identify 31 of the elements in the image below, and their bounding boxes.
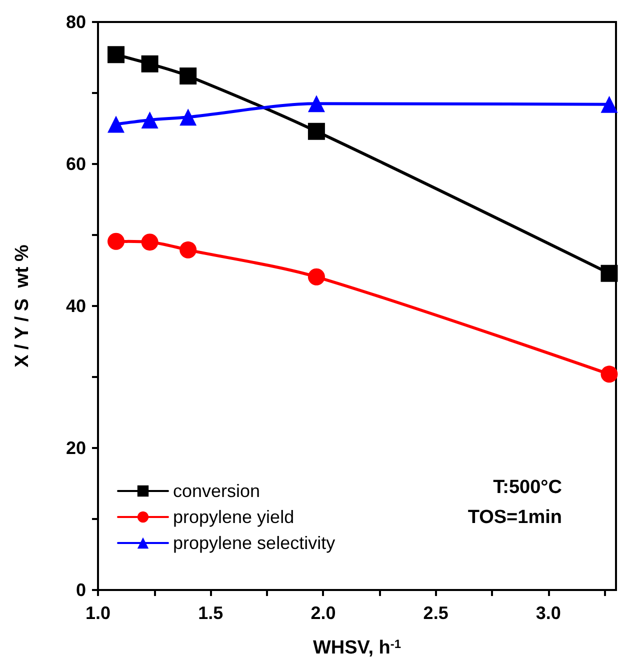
point (108, 46, 125, 64)
x-tick-label: 1.0 (85, 603, 111, 623)
legend-label: propylene selectivity (173, 533, 336, 553)
point (308, 122, 325, 140)
y-tick-label: 60 (66, 154, 86, 174)
annotation: TOS=1min (468, 507, 562, 528)
point (108, 232, 125, 250)
y-tick-label: 0 (76, 580, 86, 600)
point (141, 55, 158, 72)
point (308, 95, 325, 112)
point (600, 96, 618, 113)
y-tick-label: 80 (66, 12, 86, 32)
x-tick-label: 2.5 (423, 603, 448, 623)
point (180, 241, 197, 258)
point (180, 67, 197, 84)
x-tick-label: 1.5 (198, 603, 224, 623)
point (308, 268, 325, 286)
point (141, 234, 158, 251)
point (141, 111, 158, 128)
point (180, 108, 197, 126)
point (600, 366, 618, 383)
point (108, 116, 125, 133)
x-tick-label: 2.0 (310, 603, 336, 623)
y-tick-label: 40 (66, 296, 86, 316)
annotation: T:500°C (493, 477, 562, 498)
y-axis-title: X / Y / S wt % (12, 244, 33, 368)
legend-label: propylene yield (173, 507, 294, 527)
point (600, 264, 618, 282)
legend-label: conversion (173, 481, 260, 501)
y-tick-label: 20 (66, 438, 86, 458)
x-tick-label: 3.0 (536, 603, 561, 623)
